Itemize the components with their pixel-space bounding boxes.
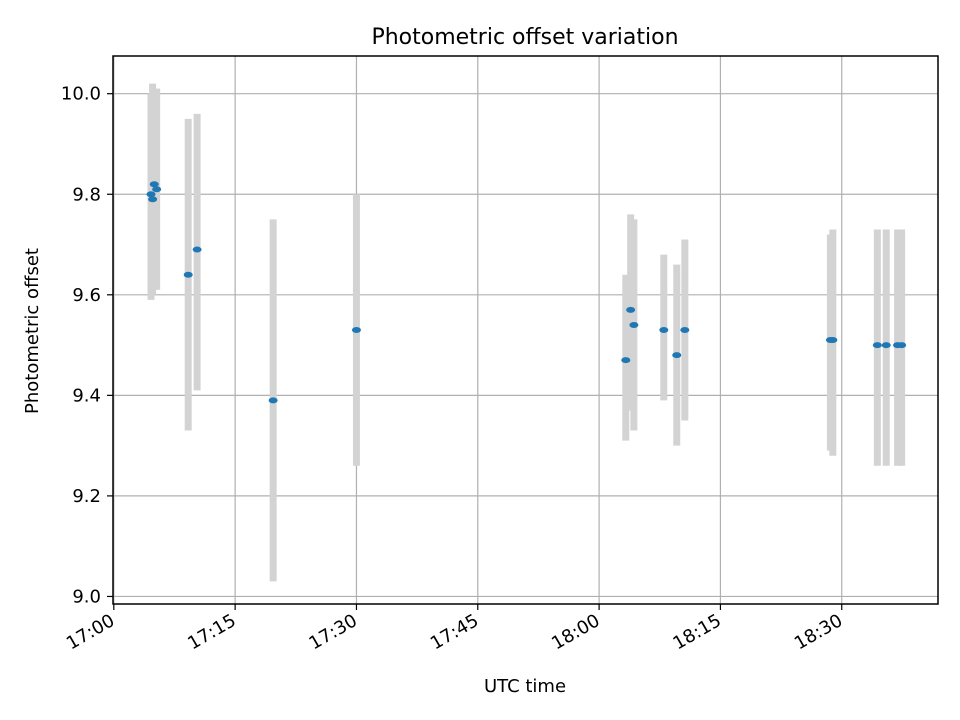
x-axis-label: UTC time (484, 676, 566, 697)
y-tick-label: 10.0 (61, 84, 101, 105)
data-point (897, 342, 907, 349)
data-point (828, 337, 838, 344)
data-point (626, 306, 636, 313)
data-point (146, 191, 156, 198)
data-point (621, 357, 631, 364)
data-point (672, 352, 682, 359)
data-point (351, 327, 361, 333)
y-tick-label: 9.8 (72, 184, 101, 205)
data-points (146, 181, 907, 404)
chart-title: Photometric offset variation (371, 25, 678, 50)
data-point (183, 271, 193, 278)
data-point (629, 321, 639, 328)
data-point (872, 342, 882, 349)
data-point (152, 186, 162, 193)
y-tick-label: 9.2 (72, 486, 101, 507)
data-point (659, 327, 669, 333)
data-point (149, 181, 159, 188)
data-point (192, 246, 202, 253)
data-point (881, 342, 891, 349)
data-point (680, 327, 690, 333)
y-tick-label: 9.0 (72, 586, 101, 607)
y-axis-label: Photometric offset (22, 248, 43, 414)
y-tick-label: 9.4 (72, 385, 101, 406)
grid-lines (113, 56, 938, 604)
data-point (268, 397, 278, 404)
y-tick-label: 9.6 (72, 285, 101, 306)
plot-frame (112, 55, 939, 605)
data-point (148, 196, 158, 203)
